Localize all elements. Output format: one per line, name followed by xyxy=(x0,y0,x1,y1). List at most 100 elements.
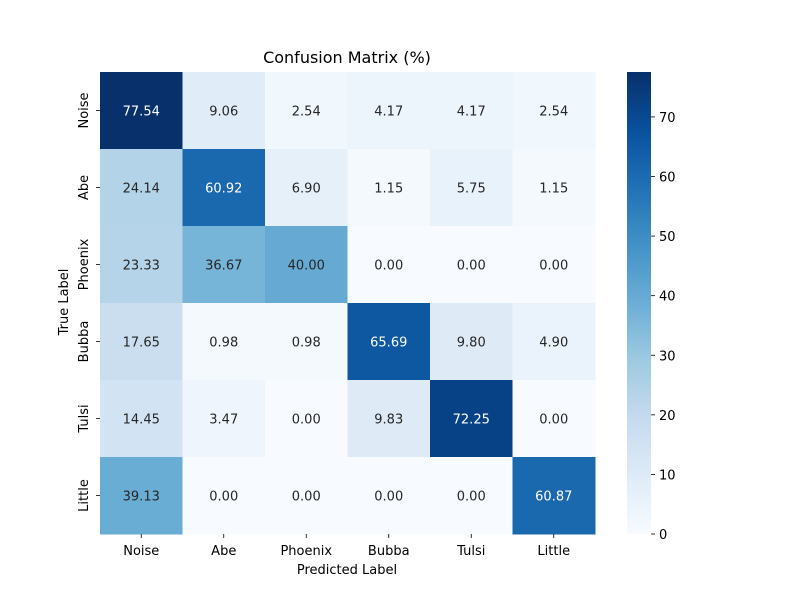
y-axis-label: True Label xyxy=(57,269,72,337)
cell-value-label: 0.00 xyxy=(539,259,568,274)
heatmap-cell xyxy=(100,72,183,150)
cell-value-label: 1.15 xyxy=(539,182,568,197)
colorbar: 0 10 20 30 40 50 60 70 xyxy=(627,72,676,543)
cell-value-label: 0.00 xyxy=(374,259,403,274)
heatmap-cell xyxy=(512,226,596,304)
cell-value-label: 2.54 xyxy=(292,105,321,120)
cell-value-label: 24.14 xyxy=(123,182,160,197)
cell-value-label: 4.90 xyxy=(539,336,568,351)
cell-value-label: 2.54 xyxy=(539,105,568,120)
heatmap-cell xyxy=(265,72,348,150)
heatmap-cell xyxy=(182,72,266,150)
heatmap-cell xyxy=(347,457,431,535)
heatmap-cell xyxy=(347,380,431,458)
cell-value-label: 4.17 xyxy=(374,105,403,120)
x-tick-label: Tulsi xyxy=(456,544,485,559)
heatmap-cell xyxy=(100,149,183,227)
cell-value-label: 72.25 xyxy=(453,413,490,428)
heatmap-cell xyxy=(347,72,431,150)
x-tick-label: Abe xyxy=(211,544,236,559)
cell-value-label: 3.47 xyxy=(209,413,238,428)
heatmap-cell xyxy=(182,149,266,227)
cell-value-label: 0.00 xyxy=(374,490,403,505)
heatmap-cell xyxy=(512,380,596,458)
heatmap-cell xyxy=(512,457,596,535)
heatmap-cell xyxy=(430,72,513,150)
heatmap-cell xyxy=(182,226,266,304)
heatmap-cell xyxy=(430,457,513,535)
cell-value-label: 60.92 xyxy=(205,182,242,197)
heatmap-cell xyxy=(100,457,183,535)
x-tick-label: Little xyxy=(537,544,570,559)
y-tick-label: Abe xyxy=(77,175,92,200)
cell-value-label: 6.90 xyxy=(292,182,321,197)
colorbar-gradient xyxy=(627,72,651,534)
heatmap-cell xyxy=(512,149,596,227)
heatmap-cell xyxy=(347,226,431,304)
cell-value-label: 0.98 xyxy=(209,336,238,351)
x-axis-label: Predicted Label xyxy=(297,563,397,578)
cell-value-label: 0.00 xyxy=(457,490,486,505)
colorbar-tick-label: 20 xyxy=(659,409,676,424)
heatmap-cell xyxy=(100,303,183,381)
heatmap-cell xyxy=(347,303,431,381)
cell-value-label: 1.15 xyxy=(374,182,403,197)
y-tick-label: Bubba xyxy=(77,321,92,363)
heatmap-cell xyxy=(182,457,266,535)
cell-value-label: 0.00 xyxy=(457,259,486,274)
heatmap-cell xyxy=(182,380,266,458)
cell-value-label: 77.54 xyxy=(123,105,160,120)
x-axis-ticks: Noise Abe Phoenix Bubba Tulsi Little xyxy=(123,534,570,559)
colorbar-tick-label: 50 xyxy=(659,230,676,245)
heatmap-cell xyxy=(100,380,183,458)
cell-value-label: 36.67 xyxy=(205,259,242,274)
cell-value-label: 4.17 xyxy=(457,105,486,120)
heatmap-cell xyxy=(265,226,348,304)
cell-value-label: 40.00 xyxy=(288,259,325,274)
cell-value-label: 0.00 xyxy=(292,413,321,428)
cell-value-label: 9.83 xyxy=(374,413,403,428)
cell-value-label: 65.69 xyxy=(370,336,407,351)
heatmap-cell xyxy=(265,380,348,458)
cell-value-label: 9.80 xyxy=(457,336,486,351)
colorbar-tick-label: 10 xyxy=(659,468,676,483)
y-tick-label: Tulsi xyxy=(77,404,92,433)
x-tick-label: Noise xyxy=(123,544,159,559)
colorbar-tick-label: 60 xyxy=(659,171,676,186)
cell-value-label: 17.65 xyxy=(123,336,160,351)
cell-value-label: 0.00 xyxy=(539,413,568,428)
cell-value-label: 39.13 xyxy=(123,490,160,505)
cell-value-label: 14.45 xyxy=(123,413,160,428)
heatmap-cell xyxy=(512,72,596,150)
heatmap-cell xyxy=(430,226,513,304)
cell-value-label: 60.87 xyxy=(535,490,572,505)
heatmap-cells xyxy=(100,72,596,535)
y-axis-ticks: Noise Abe Phoenix Bubba Tulsi Little xyxy=(77,92,100,512)
heatmap-cell xyxy=(430,149,513,227)
colorbar-tick-label: 70 xyxy=(659,111,676,126)
heatmap-cell xyxy=(182,303,266,381)
cell-value-label: 0.98 xyxy=(292,336,321,351)
heatmap-cell xyxy=(100,226,183,304)
heatmap-cell xyxy=(430,380,513,458)
heatmap-cell xyxy=(265,457,348,535)
x-tick-label: Bubba xyxy=(368,544,410,559)
cell-value-label: 0.00 xyxy=(292,490,321,505)
heatmap-cell xyxy=(265,303,348,381)
heatmap-cell xyxy=(430,303,513,381)
heatmap-cell xyxy=(347,149,431,227)
cell-value-label: 23.33 xyxy=(123,259,160,274)
heatmap-cell xyxy=(512,303,596,381)
heatmap-cell xyxy=(265,149,348,227)
cell-value-label: 0.00 xyxy=(209,490,238,505)
y-tick-label: Noise xyxy=(77,92,92,128)
heatmap-cell-labels: 77.54 9.06 2.54 4.17 4.17 2.54 24.14 60.92 6.90 1… xyxy=(123,105,573,505)
y-tick-label: Phoenix xyxy=(77,238,92,290)
x-tick-label: Phoenix xyxy=(280,544,332,559)
colorbar-tick-label: 0 xyxy=(659,528,667,543)
colorbar-tick-label: 40 xyxy=(659,290,676,305)
cell-value-label: 5.75 xyxy=(457,182,486,197)
colorbar-tick-label: 30 xyxy=(659,349,676,364)
